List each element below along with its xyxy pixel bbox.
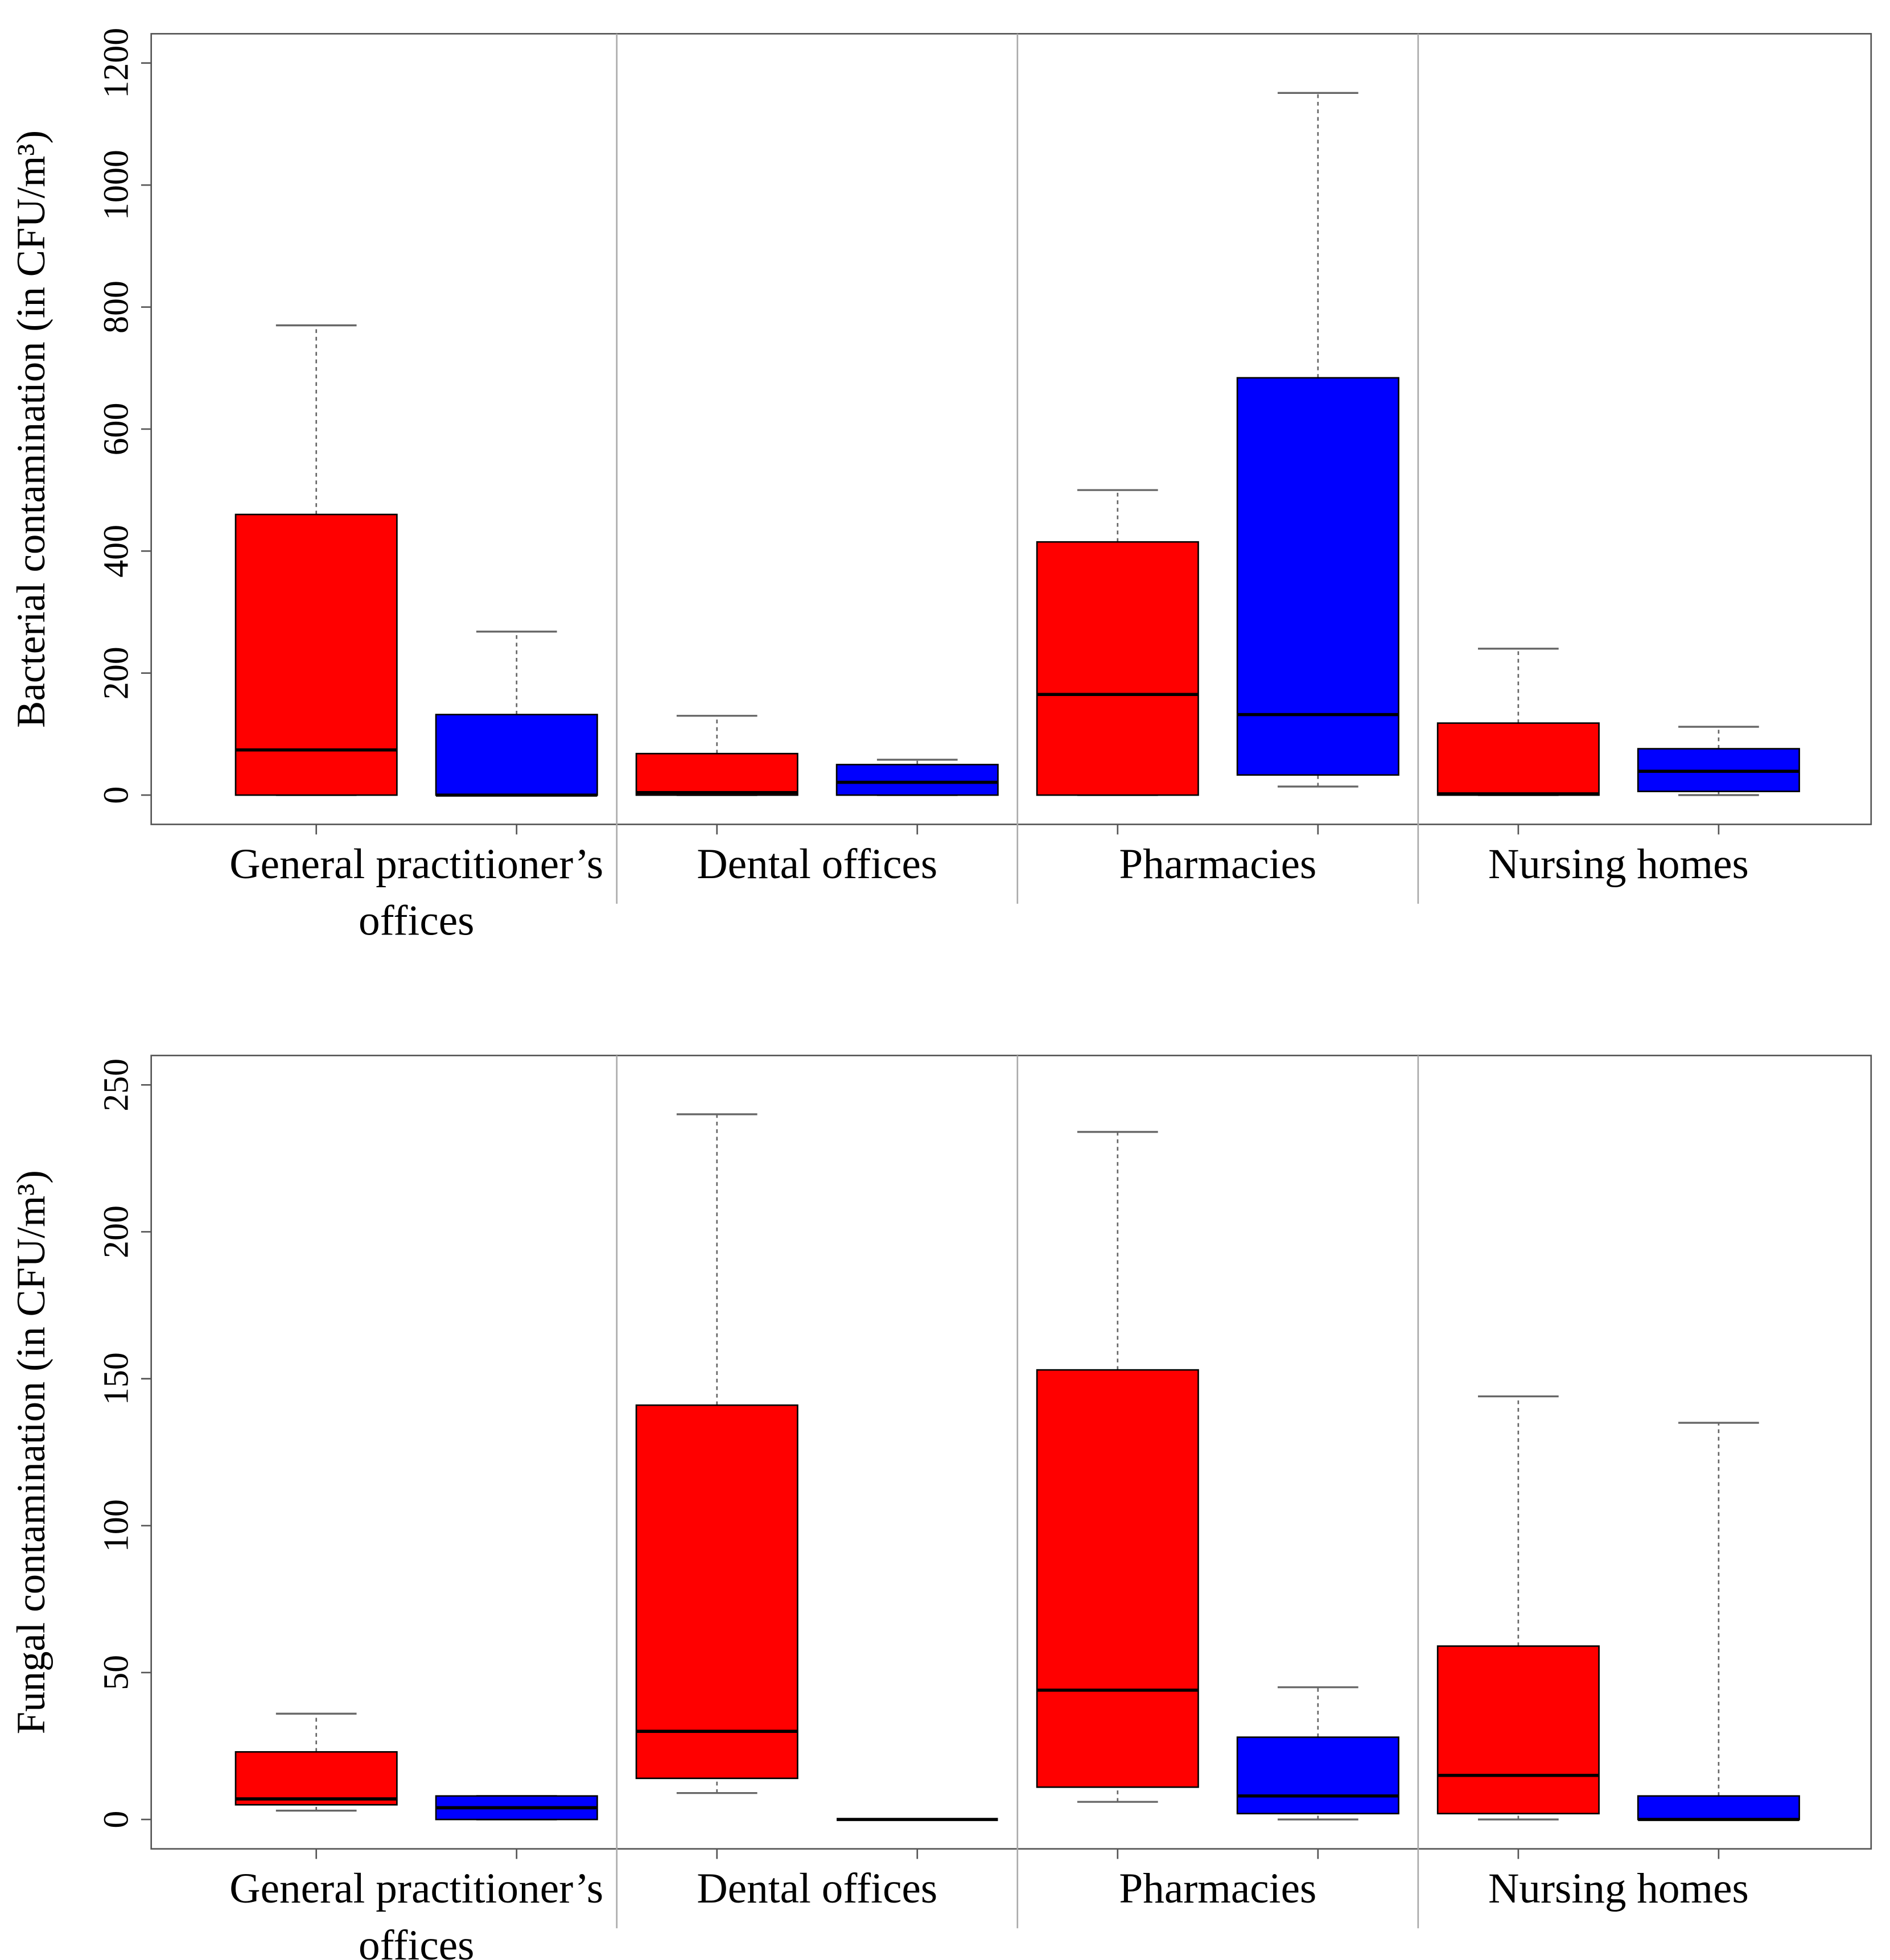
- y-tick-label: 200: [97, 647, 136, 699]
- plot-frame: [150, 1055, 1872, 1850]
- category-label: Nursing homes: [1488, 1865, 1749, 1912]
- y-tick-label: 150: [97, 1352, 136, 1405]
- category-label: Nursing homes: [1488, 841, 1749, 888]
- category-label: Pharmacies: [1119, 841, 1316, 888]
- box: [635, 752, 798, 796]
- plot-frame: [150, 32, 1872, 825]
- box: [1236, 1736, 1399, 1815]
- box: [1436, 1645, 1600, 1815]
- category-label: General practitioner’s offices: [229, 1865, 603, 1960]
- y-tick-label: 1000: [97, 150, 136, 220]
- y-axis-label: Fungal contamination (in CFU/m³): [9, 1170, 53, 1734]
- category-label: Dental offices: [697, 841, 937, 888]
- y-tick-label: 200: [97, 1205, 136, 1258]
- y-tick-label: 0: [97, 1811, 136, 1829]
- box: [435, 714, 598, 796]
- box: [1236, 377, 1399, 776]
- box: [635, 1404, 798, 1780]
- box: [835, 764, 999, 796]
- y-tick-label: 250: [97, 1059, 136, 1111]
- category-label: Pharmacies: [1119, 1865, 1316, 1912]
- category-label: General practitioner’s offices: [229, 841, 603, 945]
- y-tick-label: 50: [97, 1655, 136, 1690]
- y-tick-label: 800: [97, 281, 136, 333]
- y-tick-label: 0: [97, 787, 136, 804]
- y-tick-label: 100: [97, 1499, 136, 1552]
- y-tick-label: 1200: [97, 28, 136, 98]
- y-axis-label: Bacterial contamination (in CFU/m³): [9, 130, 53, 728]
- y-tick-label: 400: [97, 525, 136, 578]
- box: [1036, 1369, 1199, 1788]
- category-label: Dental offices: [697, 1865, 937, 1912]
- box: [1637, 1795, 1800, 1821]
- box: [234, 1751, 398, 1806]
- box: [1436, 722, 1600, 796]
- y-tick-label: 600: [97, 402, 136, 455]
- box: [234, 513, 398, 796]
- box: [1036, 541, 1199, 796]
